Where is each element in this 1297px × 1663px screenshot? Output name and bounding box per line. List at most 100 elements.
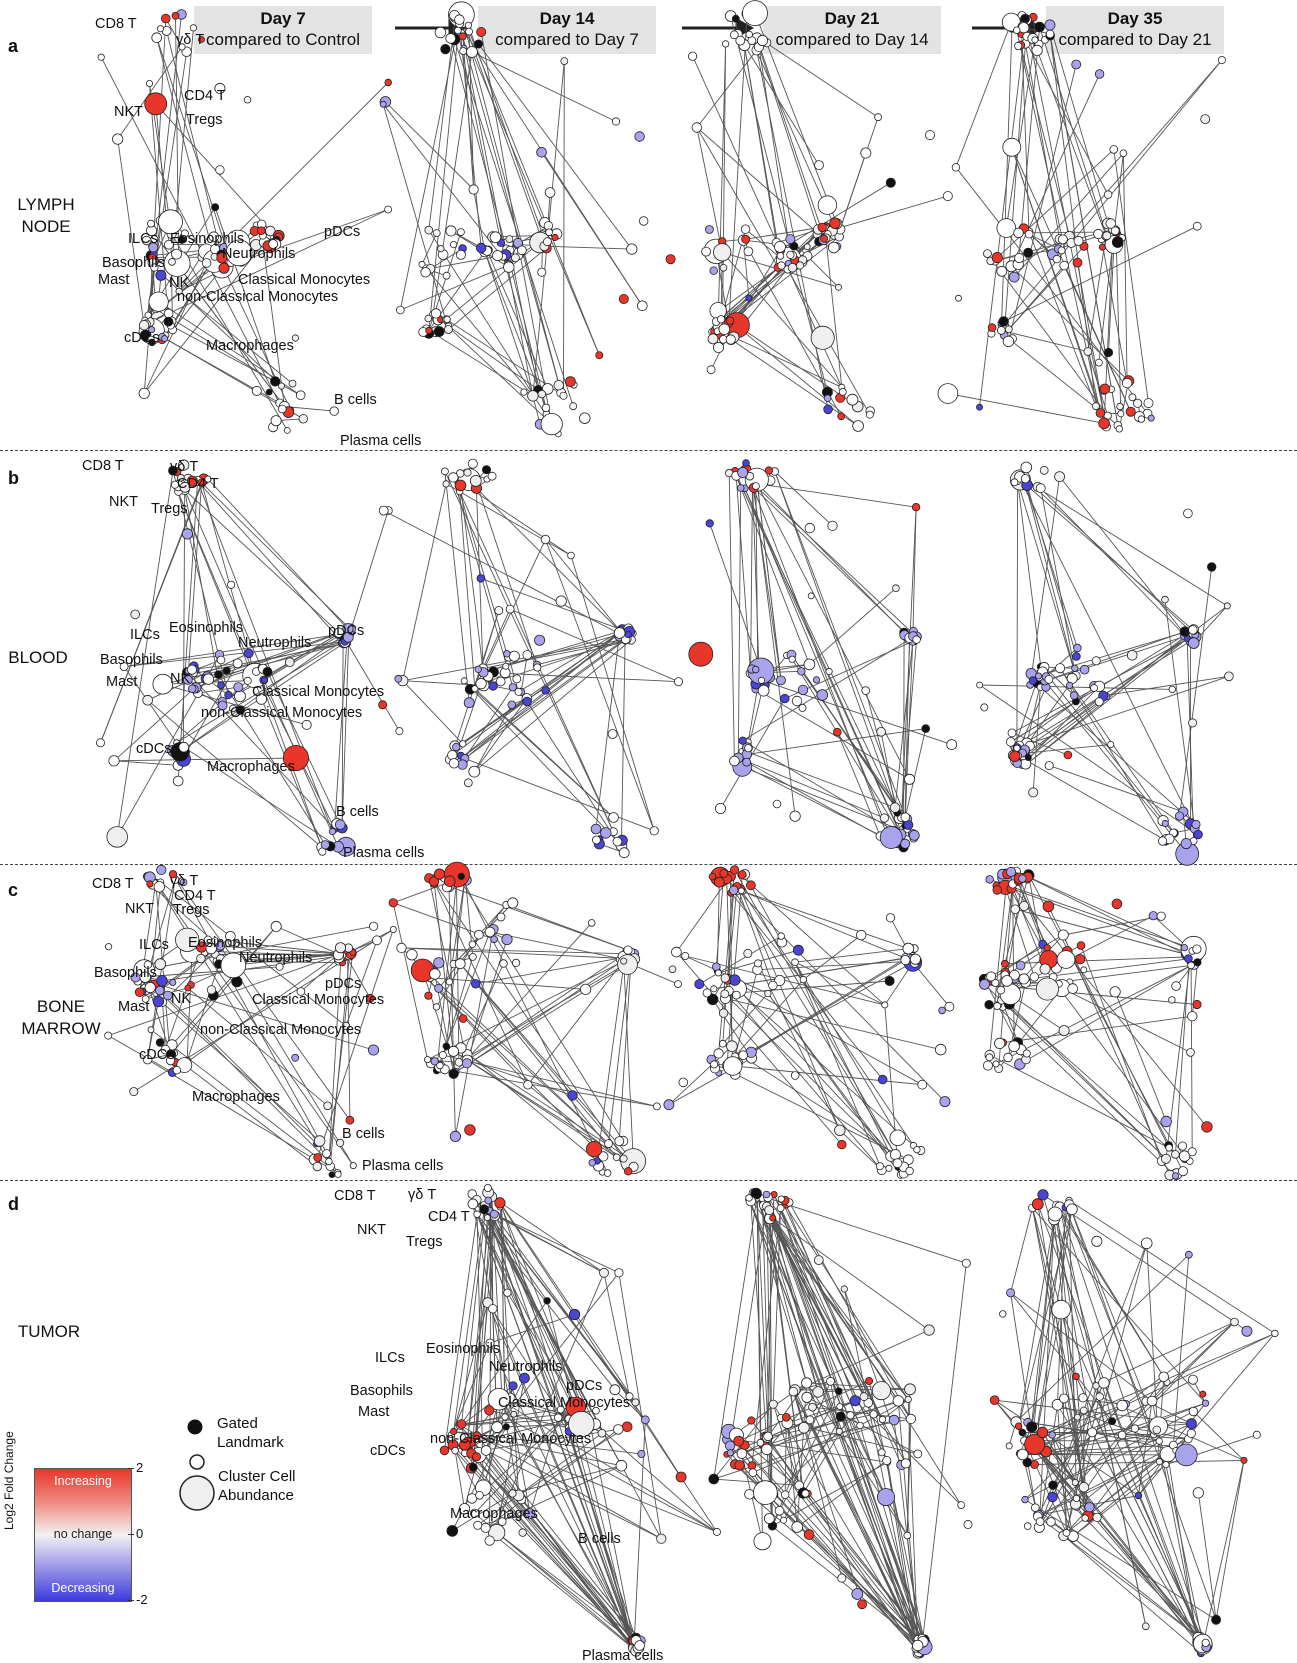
cluster-node [1013, 227, 1024, 239]
network-edge [117, 139, 145, 326]
cluster-node [996, 265, 1008, 277]
legend-text-line: Cluster Cell [218, 1468, 296, 1485]
cluster-node [1116, 402, 1124, 411]
cluster-node [459, 47, 468, 55]
cluster-node [432, 229, 441, 238]
network-edge [145, 220, 162, 325]
cluster-node [835, 283, 843, 291]
cluster-node [177, 473, 185, 482]
cluster-node [445, 33, 457, 44]
network-edge [595, 632, 621, 830]
cluster-node [777, 261, 786, 270]
network-edge [696, 127, 825, 239]
network-edge [147, 699, 322, 848]
cluster-node [172, 775, 184, 787]
header-subtitle: compared to Day 7 [495, 30, 639, 49]
cluster-node [445, 225, 457, 237]
network-edge [544, 245, 632, 250]
network-edge [692, 56, 781, 251]
cluster-node [569, 402, 578, 411]
cluster-node [706, 365, 716, 375]
separator-cd [0, 1180, 1297, 1181]
cluster-node [1031, 44, 1043, 57]
gated-landmark-node [440, 43, 451, 55]
cluster-node [295, 390, 306, 401]
panel-letter-b: b [8, 468, 19, 488]
gated-landmark-node [222, 666, 231, 675]
cluster-node [636, 300, 648, 312]
cluster-node [1192, 221, 1202, 231]
cluster-node [745, 30, 753, 39]
network-edge [1049, 24, 1109, 224]
header-title: Day 21 [824, 9, 880, 28]
cluster-node [130, 609, 141, 620]
cluster-node [626, 243, 638, 255]
network-edge [947, 393, 1105, 424]
cluster-node [721, 40, 730, 48]
cluster-node [147, 219, 155, 228]
cluster-node [148, 242, 159, 253]
network-edge [201, 482, 256, 676]
cluster-node [823, 394, 832, 403]
cluster-node [186, 475, 198, 487]
cluster-node [465, 27, 474, 36]
cluster-node [216, 655, 226, 665]
cluster-node [180, 229, 189, 238]
cluster-node [1121, 377, 1133, 389]
small-cluster-icon [189, 1454, 205, 1470]
network-edge [454, 17, 643, 307]
cluster-node [1013, 26, 1021, 34]
network-edge [426, 268, 534, 397]
column-header-day7: Day 7 compared to Control [194, 6, 372, 54]
network-edge [717, 43, 727, 332]
network-edge [187, 482, 203, 680]
cluster-node [208, 231, 220, 242]
cluster-node [495, 676, 506, 687]
cluster-node [442, 480, 450, 488]
cluster-node [229, 704, 237, 713]
cluster-node [243, 95, 252, 104]
network-edge [758, 46, 793, 268]
separator-ab [0, 450, 1297, 451]
cluster-node [96, 738, 106, 748]
network-edge [185, 663, 238, 753]
cluster-node [719, 263, 728, 272]
cluster-node [384, 205, 393, 214]
region-label-lymph-node: LYMPH NODE [8, 194, 84, 238]
gated-landmark-node [481, 465, 491, 475]
cluster-node [1057, 246, 1066, 255]
network-edge [155, 103, 271, 232]
gated-landmark-node [1023, 247, 1034, 258]
region-line: LYMPH [17, 195, 75, 214]
cluster-node [639, 216, 649, 226]
cluster-node [233, 682, 244, 693]
network-edge [473, 189, 486, 252]
cluster-node [152, 673, 174, 695]
column-header-day14: Day 14 compared to Day 7 [478, 6, 656, 54]
network-edges [947, 15, 1223, 429]
network-edge [162, 683, 307, 726]
network-edge [729, 233, 818, 322]
cluster-node [511, 253, 520, 263]
network-edge [955, 21, 1012, 168]
cluster-node [729, 30, 739, 40]
cluster-node [837, 412, 846, 421]
cluster-node [1115, 425, 1123, 433]
cluster-node [342, 631, 354, 643]
cluster-node [260, 676, 268, 684]
cluster-node [1119, 149, 1128, 158]
cluster-node [181, 528, 193, 540]
cluster-node [937, 383, 959, 404]
cluster-node [983, 249, 992, 259]
cluster-node [1072, 257, 1083, 268]
cluster-node [1217, 56, 1226, 65]
large-cluster-icon [179, 1475, 215, 1511]
cluster-node [1133, 398, 1143, 408]
cluster-node [1200, 114, 1211, 124]
cluster-node [1103, 190, 1113, 199]
network-edge [1001, 329, 1089, 352]
network-edge [545, 539, 628, 640]
cluster-node [508, 683, 517, 692]
region-line: MARROW [21, 1019, 101, 1038]
